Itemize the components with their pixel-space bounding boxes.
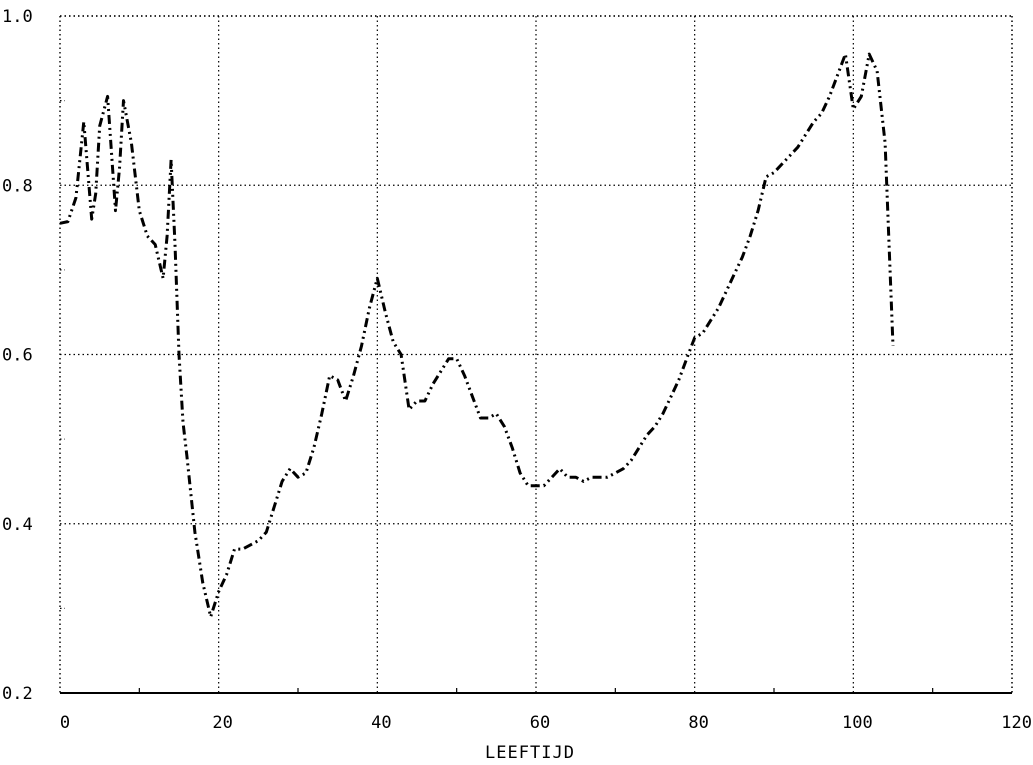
tick-labels: 0.2 0.4 0.6 0.8 1.0 0 20 40 60 80 100 120 [2, 7, 1032, 733]
y-tick-label: 0.6 [2, 346, 33, 366]
x-tick-label: 60 [530, 713, 550, 733]
y-tick-label: 0.4 [2, 515, 33, 535]
series-line [59, 52, 895, 619]
x-tick-label: 20 [212, 713, 232, 733]
x-tick-label: 100 [842, 713, 873, 733]
x-tick-label: 80 [688, 713, 708, 733]
x-tick-label: 40 [371, 713, 391, 733]
grid [60, 15, 1013, 693]
x-axis-title: LEEFTIJD [485, 743, 575, 763]
axes [59, 15, 1013, 694]
x-tick-label: 0 [60, 713, 70, 733]
y-tick-label: 0.8 [2, 176, 33, 196]
x-tick-label: 120 [1001, 713, 1032, 733]
y-tick-label: 0.2 [2, 684, 33, 704]
series [59, 52, 895, 619]
y-tick-label: 1.0 [2, 7, 33, 27]
